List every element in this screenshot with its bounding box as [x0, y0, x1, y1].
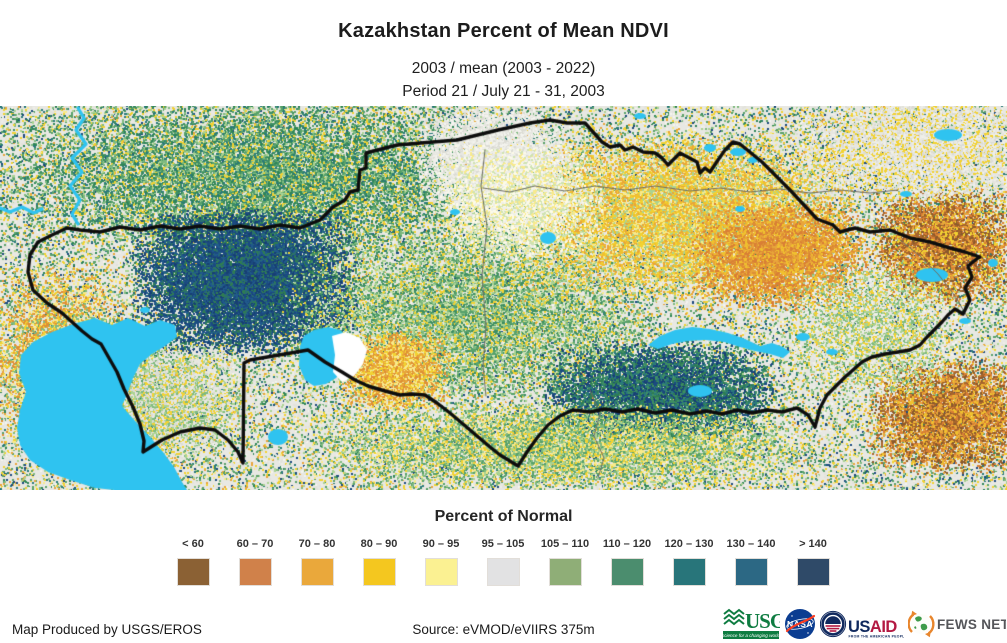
legend-item: 95 – 105	[472, 538, 534, 586]
legend-item: 130 – 140	[720, 538, 782, 586]
usaid-logo-text-aid: AID	[870, 618, 898, 636]
legend-class-label: 80 – 90	[360, 538, 398, 550]
legend-class-label: 110 – 120	[602, 538, 652, 550]
legend-title: Percent of Normal	[434, 508, 573, 525]
fews-net-logo-text: FEWS NET	[937, 617, 1006, 632]
usgs-logo-icon: USGS science for a changing world	[722, 608, 780, 639]
legend-class-label: 60 – 70	[236, 538, 274, 550]
legend-class-swatch	[796, 558, 830, 586]
legend-class-swatch	[300, 558, 334, 586]
legend-class-swatch	[424, 558, 458, 586]
nasa-logo-icon: NASA	[785, 609, 816, 639]
legend-class-label: > 140	[799, 538, 827, 550]
source-text: Source: eVMOD/eVIIRS 375m	[412, 622, 595, 637]
usaid-logo-icon: USAID FROM THE AMERICAN PEOPLE	[820, 610, 905, 639]
usgs-logo-text: USGS	[745, 609, 780, 633]
legend-class-label: 130 – 140	[726, 538, 776, 550]
legend-class-swatch	[486, 558, 520, 586]
legend-item: 70 – 80	[286, 538, 348, 586]
logo-strip: USGS science for a changing world NASA U…	[722, 606, 1006, 642]
legend-class-swatch	[176, 558, 210, 586]
legend-class-label: 120 – 130	[664, 538, 714, 550]
legend-class-swatch	[610, 558, 644, 586]
subtitle-period-line: Period 21 / July 21 - 31, 2003	[402, 83, 605, 100]
legend-item: 120 – 130	[658, 538, 720, 586]
legend-class-swatch	[238, 558, 272, 586]
subtitle-year-line: 2003 / mean (2003 - 2022)	[411, 60, 596, 77]
legend-item: 105 – 110	[534, 538, 596, 586]
legend-item: 90 – 95	[410, 538, 472, 586]
legend-item: 80 – 90	[348, 538, 410, 586]
legend: < 60 60 – 70 70 – 80 80 – 90 90 – 95 95 – 105…	[162, 538, 844, 586]
usaid-logo-text-us: US	[848, 618, 870, 636]
legend-class-swatch	[362, 558, 396, 586]
legend-class-label: 90 – 95	[422, 538, 460, 550]
legend-class-label: 70 – 80	[298, 538, 336, 550]
legend-item: < 60	[162, 538, 224, 586]
legend-item: 110 – 120	[596, 538, 658, 586]
usgs-tagline-text: science for a changing world	[722, 633, 780, 638]
svg-text:USAID: USAID	[848, 618, 897, 636]
legend-class-swatch	[734, 558, 768, 586]
ndvi-map-canvas	[0, 106, 1007, 490]
legend-class-label: 95 – 105	[481, 538, 525, 550]
usaid-tagline-text: FROM THE AMERICAN PEOPLE	[849, 635, 905, 639]
legend-class-swatch	[672, 558, 706, 586]
legend-class-swatch	[548, 558, 582, 586]
produced-by-text: Map Produced by USGS/EROS	[12, 622, 202, 637]
legend-item: 60 – 70	[224, 538, 286, 586]
fews-net-logo-icon: FEWS NET	[908, 610, 1006, 638]
legend-class-label: 105 – 110	[540, 538, 590, 550]
legend-item: > 140	[782, 538, 844, 586]
page-title: Kazakhstan Percent of Mean NDVI	[338, 20, 669, 42]
legend-class-label: < 60	[182, 538, 204, 550]
